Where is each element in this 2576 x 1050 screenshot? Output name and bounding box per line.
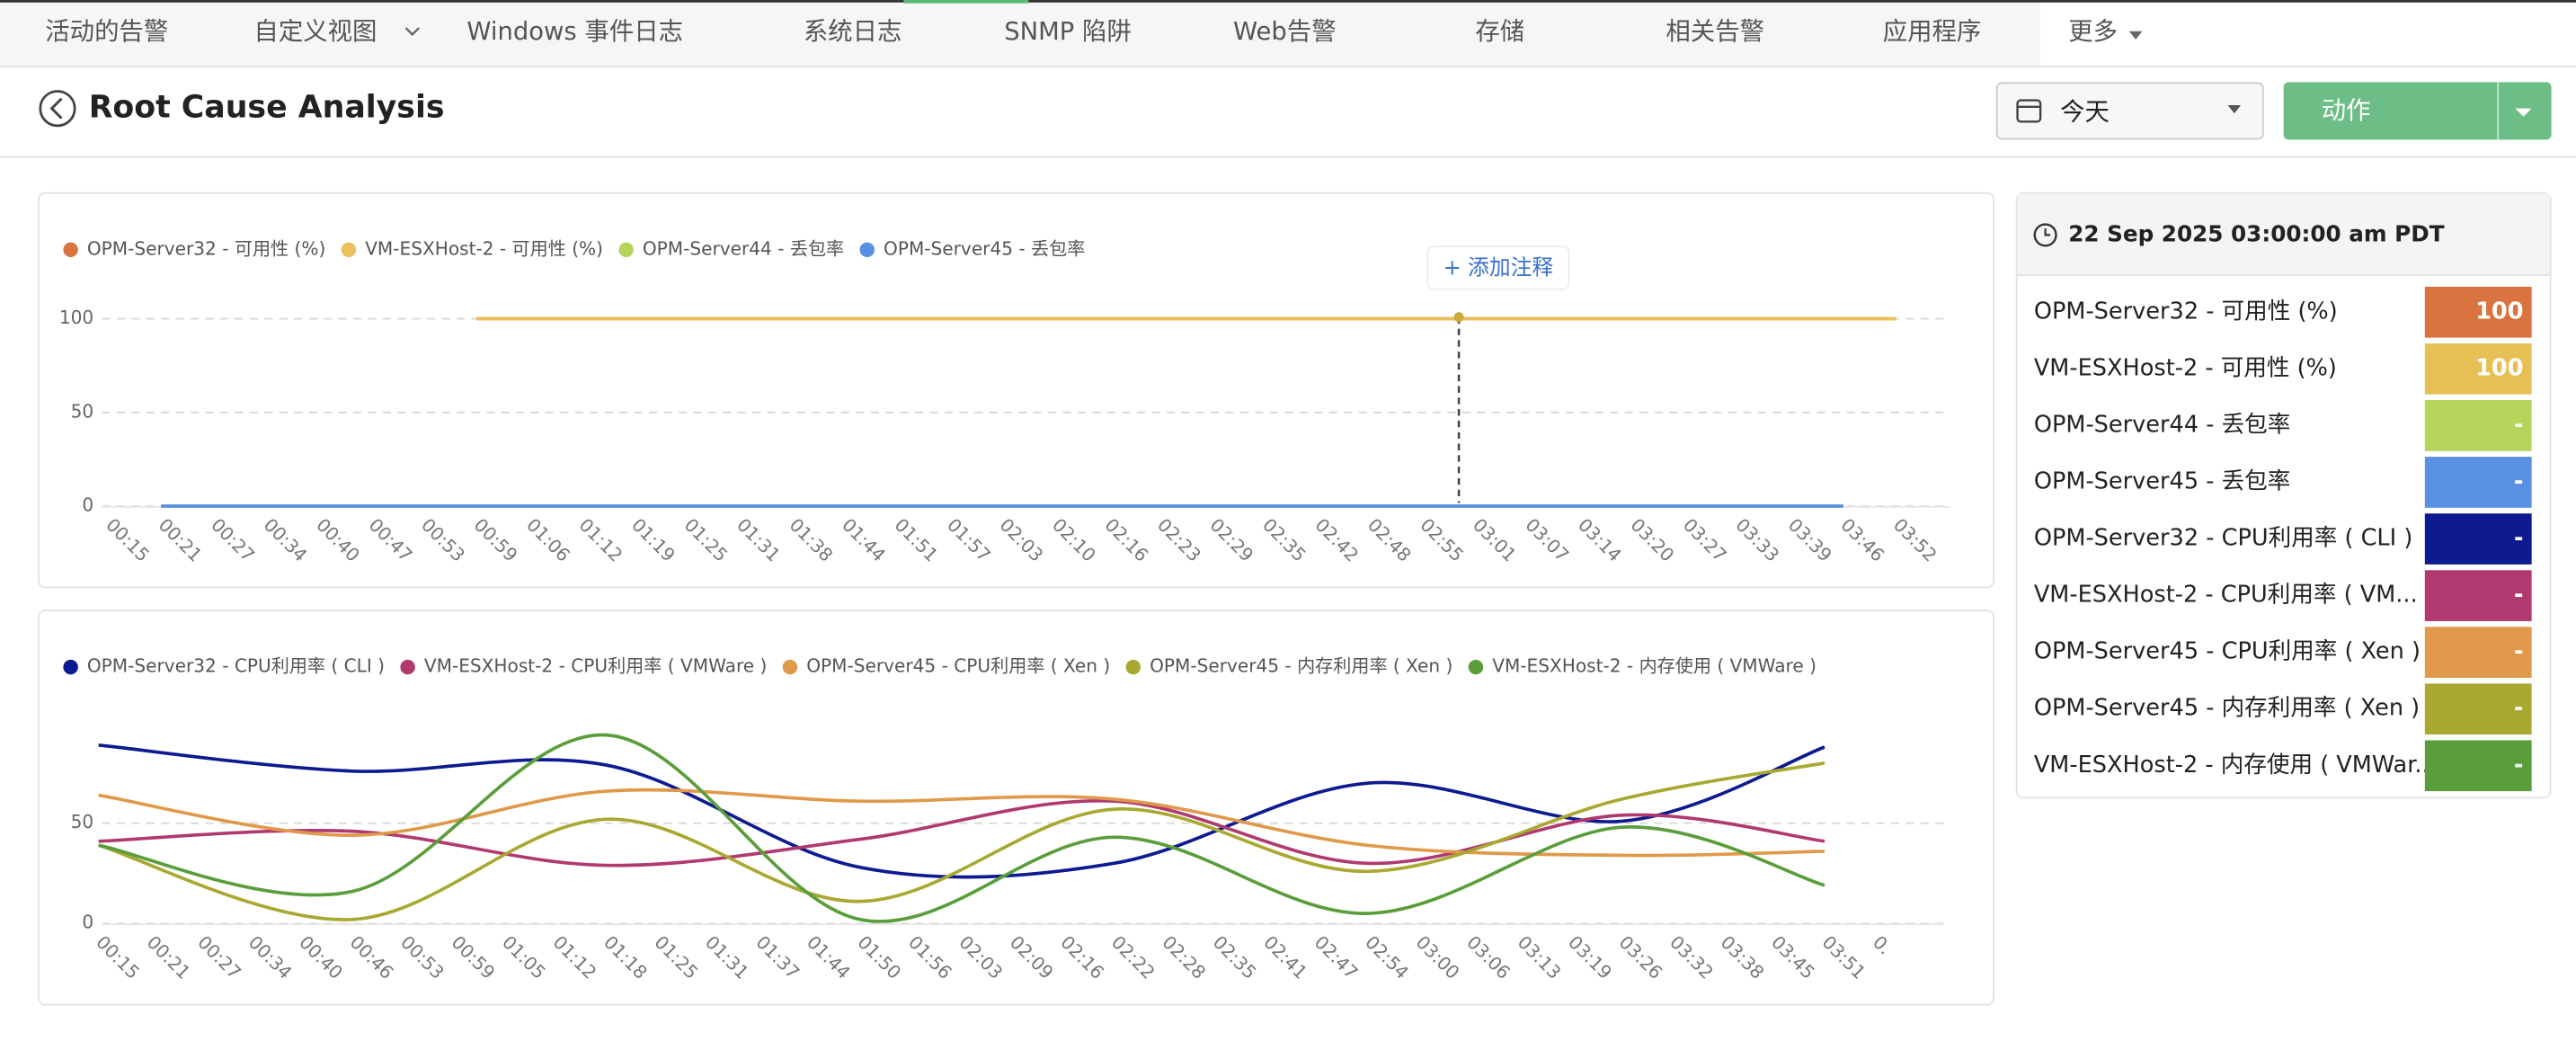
row-name: VM-ESXHost-2 - 可用性 (%)	[2034, 354, 2337, 381]
active-indicator	[903, 0, 1029, 4]
y-tick-label: 0	[82, 912, 93, 933]
row-name: OPM-Server32 - 可用性 (%)	[2034, 298, 2338, 325]
series-line	[98, 788, 1825, 858]
row-color	[2424, 627, 2532, 678]
row-color	[2424, 740, 2532, 792]
series-line	[98, 733, 1825, 923]
legend-swatch	[341, 242, 357, 258]
nav-tab[interactable]: 自定义视图	[253, 18, 377, 46]
tooltip-label[interactable]: + 添加注释	[1443, 254, 1554, 280]
row-name: OPM-Server44 - 丢包率	[2034, 411, 2291, 438]
legend-swatch	[1125, 659, 1141, 675]
overlay: + 添加注释	[1426, 245, 1570, 503]
nav-tab[interactable]: Web告警	[1233, 18, 1337, 46]
series-line	[98, 743, 1825, 879]
row-color	[2424, 400, 2532, 451]
nav-tab[interactable]: SNMP 陷阱	[1004, 18, 1132, 46]
legend-swatch	[782, 659, 798, 675]
nav-tab[interactable]: 相关告警	[1666, 18, 1764, 46]
nav-tab[interactable]: 系统日志	[804, 18, 902, 46]
action-button[interactable]	[2283, 82, 2552, 140]
clock-icon	[2033, 223, 2057, 247]
row-name: OPM-Server32 - CPU利用率 ( CLI )	[2034, 525, 2413, 552]
row-color	[2424, 286, 2532, 338]
y-tick-label: 50	[71, 811, 94, 832]
tooltip-box[interactable]	[1426, 245, 1570, 290]
row-name: VM-ESXHost-2 - 内存使用 ( VMWar...	[2034, 752, 2437, 779]
nav-tab[interactable]: 存储	[1475, 18, 1524, 46]
back-button[interactable]	[39, 90, 76, 128]
nav-tab[interactable]: 更多	[2068, 18, 2118, 46]
chart-panel	[38, 191, 1994, 589]
legend-label[interactable]: OPM-Server44 - 丢包率	[643, 237, 844, 259]
back-arrow	[49, 97, 63, 120]
nav-tab[interactable]: Windows 事件日志	[466, 18, 683, 46]
legend-label[interactable]: VM-ESXHost-2 - 内存使用 ( VMWare )	[1492, 655, 1817, 677]
values-time: 22 Sep 2025 03:00:00 am PDT	[2068, 220, 2445, 246]
row-name: OPM-Server45 - 丢包率	[2034, 467, 2291, 494]
page-title: Root Cause Analysis	[89, 90, 445, 126]
legend-label[interactable]: OPM-Server32 - 可用性 (%)	[87, 237, 325, 259]
legend-swatch	[400, 659, 415, 675]
row-color	[2424, 513, 2532, 565]
cursor-dot	[1453, 312, 1464, 323]
legend-swatch	[63, 242, 78, 258]
row-value: -	[2514, 467, 2524, 494]
date-dropdown[interactable]	[1995, 82, 2264, 140]
row-value: -	[2514, 411, 2524, 438]
row-name: OPM-Server45 - CPU利用率 ( Xen )	[2034, 638, 2421, 665]
row-value: -	[2514, 525, 2524, 552]
legend-swatch	[859, 242, 875, 258]
legend-label[interactable]: OPM-Server45 - 内存利用率 ( Xen )	[1150, 655, 1452, 677]
row-color	[2424, 570, 2532, 621]
y-tick-label: 50	[71, 400, 94, 422]
legend-label[interactable]: OPM-Server45 - CPU利用率 ( Xen )	[806, 655, 1110, 677]
row-value: 100	[2475, 298, 2523, 325]
legend-swatch	[618, 242, 634, 258]
row-value: -	[2514, 752, 2524, 779]
legend-label[interactable]: OPM-Server32 - CPU利用率 ( CLI )	[87, 655, 385, 677]
nav-tab[interactable]: 应用程序	[1883, 18, 1982, 46]
calendar-icon	[2016, 99, 2042, 123]
legend-swatch	[63, 659, 78, 675]
values-panel	[2015, 191, 2552, 799]
row-value: -	[2514, 582, 2524, 609]
date-caret	[2227, 104, 2242, 114]
nav-tab[interactable]: 活动的告警	[45, 18, 168, 46]
series-line	[98, 799, 1825, 868]
date-label: 今天	[2060, 99, 2110, 127]
clock-hands	[2044, 228, 2051, 236]
row-value: -	[2514, 695, 2524, 722]
row-color	[2424, 343, 2532, 395]
series-line	[98, 761, 1825, 921]
legend-label[interactable]: VM-ESXHost-2 - CPU利用率 ( VMWare )	[424, 655, 768, 677]
row-value: 100	[2475, 354, 2523, 381]
y-tick-label: 0	[82, 494, 93, 515]
top-edge	[0, 0, 2576, 3]
y-tick-label: 100	[59, 307, 93, 328]
row-name: OPM-Server45 - 内存利用率 ( Xen )	[2034, 695, 2420, 722]
action-label: 动作	[2322, 97, 2371, 125]
values-panel-header	[2017, 193, 2550, 275]
nav-caret	[404, 27, 420, 37]
row-color	[2424, 683, 2532, 735]
legend-label[interactable]: VM-ESXHost-2 - 可用性 (%)	[365, 237, 603, 259]
nav-more-area	[2040, 0, 2576, 67]
row-name: VM-ESXHost-2 - CPU利用率 ( VM...	[2034, 582, 2418, 609]
action-caret[interactable]	[2515, 108, 2532, 117]
row-color	[2424, 457, 2532, 508]
nav-caret	[2128, 31, 2143, 40]
legend-swatch	[1468, 659, 1484, 675]
legend-label[interactable]: OPM-Server45 - 丢包率	[884, 237, 1085, 259]
row-value: -	[2514, 638, 2524, 665]
